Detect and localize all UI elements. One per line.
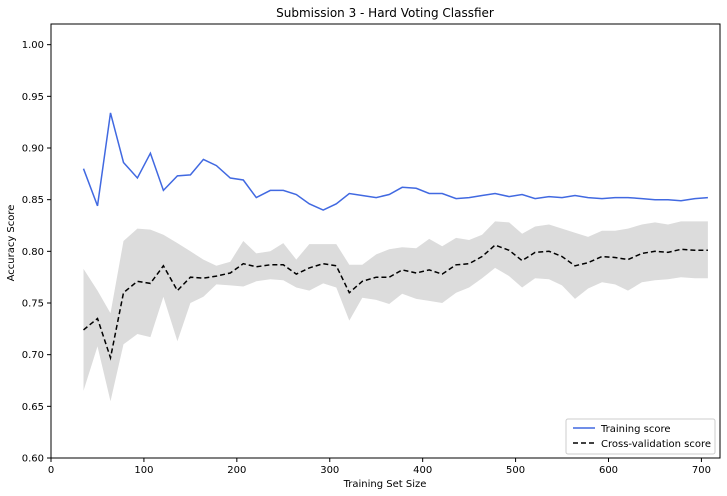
y-tick-label: 0.60	[22, 454, 44, 465]
x-tick-label: 100	[134, 465, 153, 476]
x-tick-label: 200	[227, 465, 246, 476]
y-tick-label: 1.00	[22, 40, 44, 51]
legend-label-training: Training score	[600, 424, 671, 435]
y-tick-label: 0.75	[22, 299, 44, 310]
legend-box	[565, 418, 716, 455]
x-tick-label: 500	[506, 465, 525, 476]
y-tick-label: 0.95	[22, 92, 44, 103]
x-tick-label: 600	[599, 465, 618, 476]
axes-layer: 0 100 200 300 400 500 600 700 0.60 0.65 0.70 0.75 0.…	[22, 23, 721, 476]
x-tick-label: 700	[692, 465, 711, 476]
plot-frame	[50, 23, 721, 459]
y-tick-label: 0.80	[22, 247, 44, 258]
y-tick-label: 0.85	[22, 195, 44, 206]
training-score-line	[82, 112, 708, 211]
x-axis-label: Training Set Size	[343, 479, 427, 490]
x-tick-label: 0	[48, 465, 54, 476]
cv-confidence-band	[83, 221, 708, 402]
y-axis-label: Accuracy Score	[6, 205, 17, 282]
cv-confidence-band-layer	[83, 221, 708, 402]
x-tick-label: 400	[413, 465, 432, 476]
legend-label-cv: Cross-validation score	[601, 439, 711, 450]
series-layer	[82, 112, 708, 361]
y-tick-label: 0.90	[22, 144, 44, 155]
x-tick-label: 300	[320, 465, 339, 476]
chart-title: Submission 3 - Hard Voting Classfier	[276, 6, 494, 20]
y-tick-label: 0.70	[22, 350, 44, 361]
legend: Training score Cross-validation score	[565, 418, 716, 455]
y-tick-label: 0.65	[22, 402, 44, 413]
